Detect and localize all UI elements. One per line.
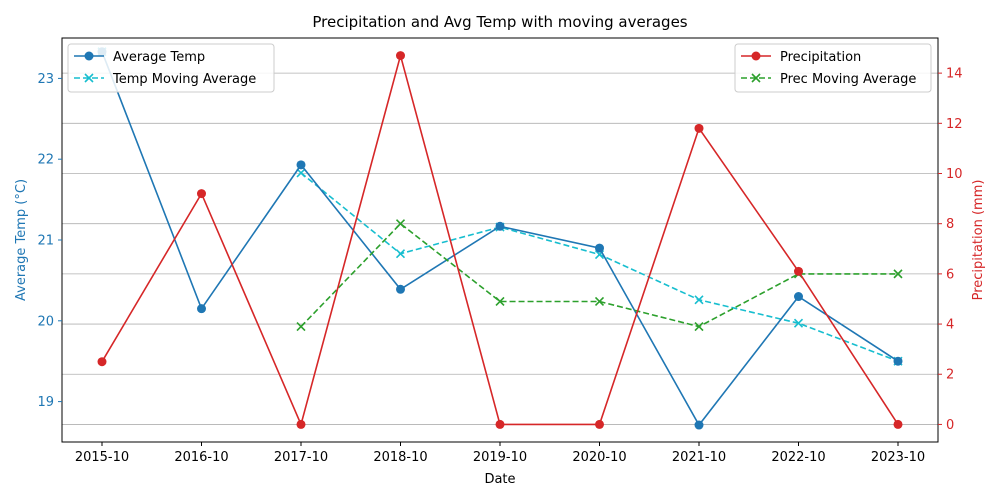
legend-avg-temp-label: Average Temp [113, 50, 205, 65]
data-point [296, 322, 306, 332]
legend-right: Precipitation Prec Moving Average [734, 43, 932, 93]
right-y-tick-label: 14 [946, 67, 963, 82]
left-y-tick-label: 19 [37, 395, 54, 410]
legend-precip-label: Precipitation [780, 50, 861, 65]
chart-title: Precipitation and Avg Temp with moving a… [312, 13, 687, 31]
x-axis: 2015-10 2016-10 2017-10 2018-10 2019-10 2020-… [75, 442, 925, 465]
data-point [594, 296, 605, 307]
series-average-temp [97, 47, 903, 430]
data-point [595, 243, 604, 253]
data-point [495, 296, 505, 307]
x-axis-label: Date [484, 472, 515, 487]
left-y-tick-label: 20 [37, 314, 54, 329]
x-tick-label: 2022-10 [771, 450, 825, 465]
right-y-tick-label: 2 [946, 368, 954, 383]
data-point [694, 295, 704, 305]
right-y-tick-label: 6 [946, 267, 954, 282]
legend-left-box [67, 43, 275, 93]
legend-avg-temp-marker [84, 51, 94, 61]
legend-prec-ma-label: Prec Moving Average [780, 72, 916, 87]
data-point [595, 419, 604, 429]
right-y-tick-label: 4 [946, 318, 954, 333]
data-point [396, 51, 405, 61]
right-y-axis: 0 2 4 6 8 10 12 14 [938, 67, 963, 433]
data-point [495, 419, 505, 429]
right-y-tick-label: 8 [946, 217, 954, 232]
data-point [197, 304, 206, 314]
left-y-tick-label: 23 [37, 72, 54, 87]
series-prec-moving-average [296, 219, 903, 332]
x-tick-label: 2018-10 [373, 450, 427, 465]
right-y-tick-label: 0 [946, 418, 954, 433]
data-point [296, 160, 306, 170]
right-y-axis-label: Precipitation (mm) [971, 180, 986, 301]
series-line [300, 222, 898, 328]
data-point [694, 420, 704, 430]
data-point [793, 318, 804, 328]
left-y-axis: 19 20 21 22 23 [37, 72, 62, 410]
data-point [395, 219, 406, 229]
data-point [495, 221, 505, 231]
series-line [101, 52, 899, 427]
legend-left: Average Temp Temp Moving Average [67, 43, 275, 93]
data-point [296, 168, 306, 178]
x-tick-label: 2019-10 [473, 450, 527, 465]
data-point [893, 356, 903, 366]
x-tick-label: 2021-10 [672, 450, 726, 465]
legend-prec-ma-marker [751, 73, 761, 83]
x-tick-label: 2016-10 [174, 450, 228, 465]
data-point [794, 266, 803, 276]
right-y-tick-label: 12 [946, 117, 963, 132]
data-point [893, 269, 903, 279]
left-y-tick-label: 22 [37, 153, 54, 168]
legend-right-box [734, 43, 932, 93]
x-tick-label: 2017-10 [274, 450, 328, 465]
data-point [197, 189, 206, 199]
plot-frame [61, 37, 939, 443]
series-line [300, 172, 899, 362]
legend-temp-ma-label: Temp Moving Average [112, 72, 256, 87]
left-y-tick-label: 21 [37, 234, 54, 249]
right-y-tick-label: 10 [946, 167, 963, 182]
left-y-axis-label: Average Temp (°C) [14, 179, 29, 301]
data-point [893, 419, 903, 429]
legend-precip-marker [751, 51, 761, 61]
data-point [97, 357, 107, 367]
x-tick-label: 2020-10 [572, 450, 626, 465]
plot-series [97, 47, 903, 430]
legend-temp-ma-marker [84, 73, 94, 83]
series-precipitation [97, 51, 903, 429]
data-point [395, 249, 406, 259]
x-tick-label: 2023-10 [871, 450, 925, 465]
data-point [794, 292, 803, 302]
data-point [396, 284, 405, 294]
data-point [296, 419, 306, 429]
data-point [694, 123, 704, 133]
data-point [694, 322, 704, 332]
grid-lines [62, 72, 938, 425]
x-tick-label: 2015-10 [75, 450, 129, 465]
